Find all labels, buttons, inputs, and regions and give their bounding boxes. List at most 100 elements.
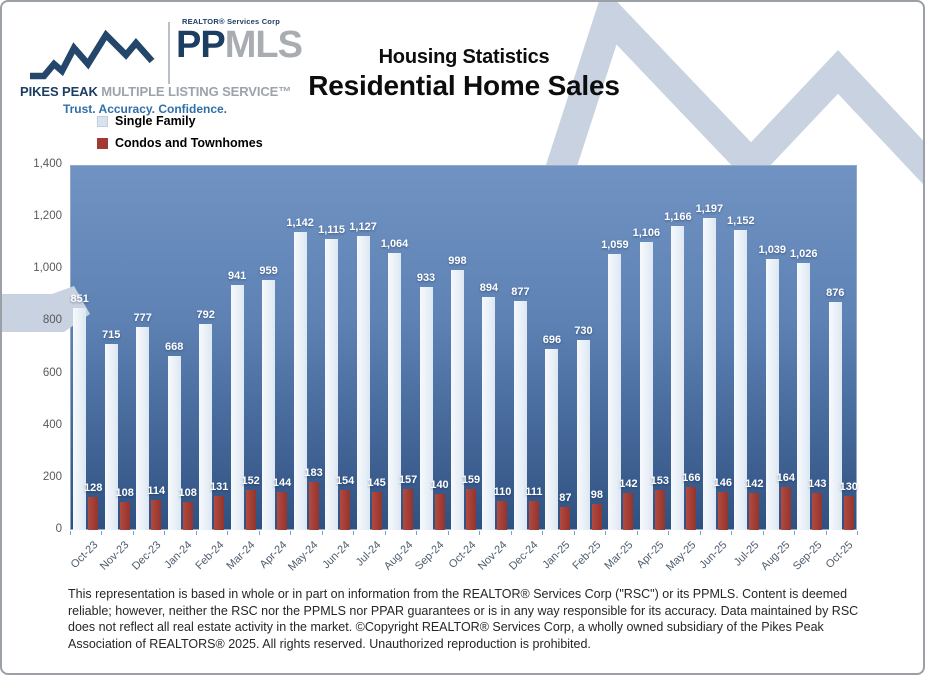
bar-condos-wrap: 146: [714, 477, 732, 530]
bar-single-family-wrap: 876: [826, 287, 844, 530]
x-axis-tick: [542, 531, 544, 535]
bar-condos: [151, 500, 162, 530]
x-axis-tick: [794, 531, 796, 535]
bar-condos-label: 140: [430, 478, 449, 491]
bar-single-family-label: 877: [511, 286, 530, 299]
bar-single-family: [545, 348, 559, 530]
legend: Single Family Condos and Townhomes: [97, 114, 263, 158]
x-axis-tick: [636, 531, 638, 535]
bar-single-family-wrap: 1,106: [633, 227, 660, 530]
bar-condos-wrap: 128: [84, 482, 102, 530]
bar-single-family: [450, 269, 464, 530]
bar-condos: [780, 487, 791, 530]
bar-cluster: 1,106 153: [633, 165, 670, 530]
x-axis-tick: [479, 531, 481, 535]
bar-condos: [403, 489, 414, 530]
bar-single-family: [639, 241, 653, 530]
logo-tagline: Trust. Accuracy. Confidence.: [62, 102, 228, 116]
bar-single-family: [797, 262, 811, 530]
bar-single-family-label: 696: [542, 333, 562, 346]
x-axis-tick: [668, 531, 670, 535]
bar-single-family: [671, 226, 685, 530]
bar-condos-wrap: 143: [808, 478, 826, 530]
bar-condos: [591, 504, 602, 530]
bar-condos: [843, 496, 854, 530]
x-axis-tick: [290, 531, 292, 535]
y-axis-label: 600: [42, 366, 62, 379]
bar-single-family: [702, 217, 716, 530]
bar-condos-wrap: 144: [273, 477, 291, 530]
bar-single-family-label: 730: [574, 324, 593, 337]
bar-condos: [182, 501, 193, 530]
bar-condos-label: 87: [559, 492, 572, 505]
y-axis-label: 1,400: [33, 158, 62, 170]
bar-condos-wrap: 152: [241, 475, 260, 530]
logo-divider: [168, 22, 170, 84]
bar-condos-wrap: 142: [745, 478, 763, 530]
bar-condos-wrap: 142: [619, 478, 638, 530]
realtor-services-label: REALTOR® Services Corp: [181, 17, 280, 26]
ppmls-wordmark: PPMLS: [176, 24, 303, 66]
bar-cluster: 777 114: [133, 165, 165, 530]
bar-condos-label: 131: [209, 480, 229, 493]
bar-single-family: [765, 259, 779, 530]
bar-condos-label: 145: [367, 477, 386, 490]
x-axis-tick: [384, 531, 386, 535]
bar-condos-wrap: 140: [430, 479, 449, 530]
bar-single-family-label: 1,197: [695, 202, 724, 215]
bar-cluster: 1,127 145: [349, 165, 386, 530]
x-axis-tick: [447, 531, 449, 535]
bar-condos-label: 130: [839, 481, 858, 494]
bar-single-family-wrap: 1,064: [381, 238, 408, 530]
bar-condos: [308, 482, 319, 530]
bar-cluster: 1,166 166: [664, 165, 701, 530]
bar-single-family-label: 1,059: [601, 238, 629, 251]
bar-single-family: [230, 284, 244, 530]
bar-single-family: [73, 308, 87, 530]
x-axis-tick: [195, 531, 197, 535]
bar-condos-label: 183: [304, 467, 323, 480]
bar-single-family-wrap: 998: [448, 255, 467, 530]
bar-single-family-label: 1,115: [318, 224, 346, 237]
bar-cluster: 894 110: [479, 165, 511, 530]
bar-condos-wrap: 157: [399, 474, 417, 530]
ppmls-mls: MLS: [224, 24, 303, 66]
bar-condos: [560, 507, 571, 530]
bar-condos: [465, 488, 476, 530]
bar-single-family: [136, 327, 150, 530]
bar-single-family: [576, 339, 590, 530]
bar-condos-label: 142: [619, 477, 638, 490]
logo-subtitle: PIKES PEAK MULTIPLE LISTING SERVICE™: [20, 84, 291, 99]
y-axis-label: 200: [42, 470, 62, 483]
bar-single-family: [482, 296, 496, 530]
bar-condos-label: 166: [682, 471, 701, 484]
bar-cluster: 1,039 164: [759, 165, 795, 530]
bar-single-family-wrap: 668: [165, 341, 183, 530]
bar-condos-label: 142: [745, 477, 764, 490]
bar-condos: [497, 501, 508, 530]
bar-single-family-wrap: 1,059: [601, 239, 629, 530]
x-axis-tick: [762, 531, 764, 535]
x-axis-tick: [731, 531, 733, 535]
bar-single-family-wrap: 1,142: [286, 217, 314, 530]
bar-single-family-label: 668: [164, 340, 184, 353]
bar-single-family-wrap: 1,039: [759, 244, 786, 530]
x-axis-tick: [825, 531, 827, 535]
bar-single-family-wrap: 1,152: [727, 215, 755, 530]
bar-condos-label: 159: [461, 473, 481, 486]
bar-cluster: 792 131: [196, 165, 229, 530]
x-axis-tick: [510, 531, 512, 535]
bar-condos: [528, 501, 539, 530]
bar-single-family-wrap: 1,127: [349, 221, 377, 530]
bar-condos-label: 152: [241, 475, 260, 488]
x-axis-tick: [353, 531, 355, 535]
bar-cluster: 696 87: [542, 165, 573, 530]
bar-condos-label: 153: [650, 475, 670, 488]
bar-condos-label: 143: [808, 477, 827, 490]
bar-cluster: 876 130: [826, 165, 858, 530]
bar-single-family-wrap: 941: [228, 270, 246, 530]
bar-single-family-wrap: 1,197: [696, 203, 723, 530]
bar-condos: [654, 490, 665, 530]
bar-single-family: [828, 301, 842, 530]
y-axis-label: 0: [55, 523, 62, 535]
